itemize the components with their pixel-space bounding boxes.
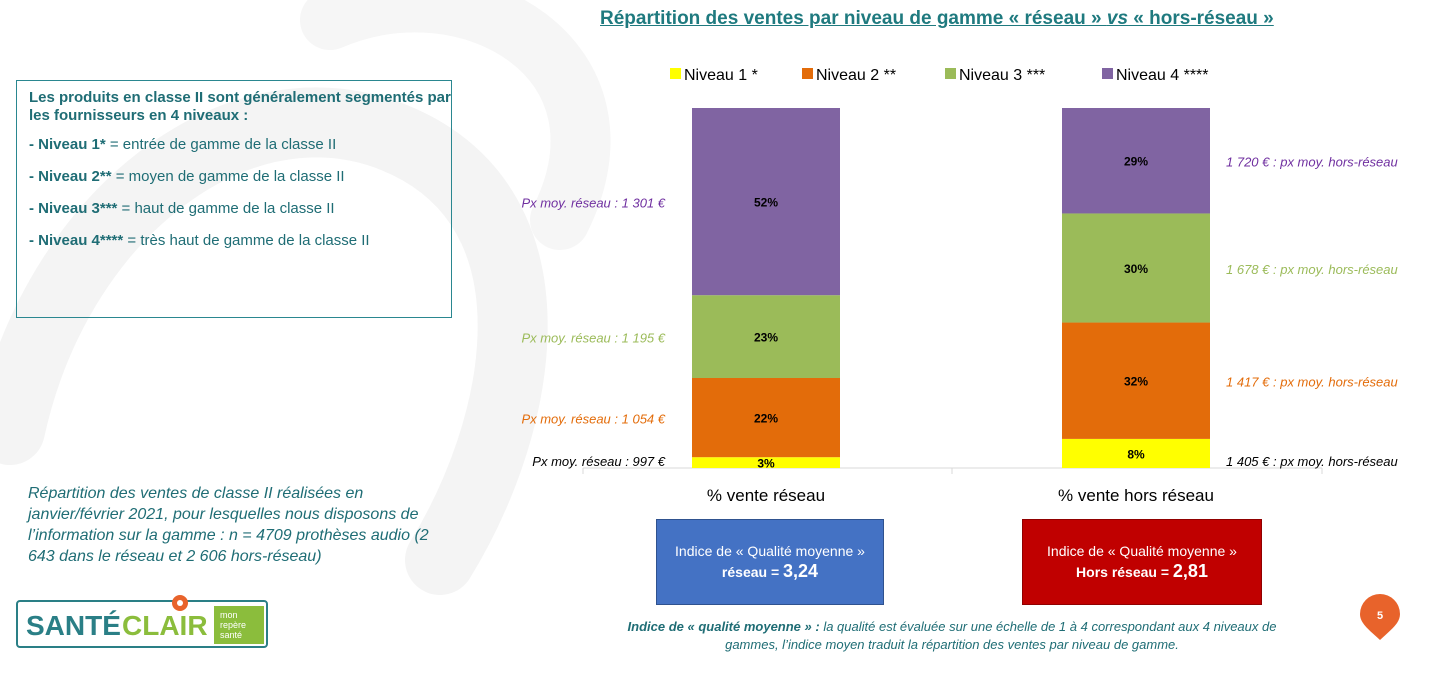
bar-segment-outside-niveau-2	[1062, 322, 1210, 439]
levels-info-box: Les produits en classe II sont généralem…	[16, 80, 452, 318]
price-annotation: 1 678 € : px moy. hors-réseau	[1226, 262, 1398, 277]
data-label: 23%	[754, 331, 778, 345]
info-item-term: - Niveau 1*	[29, 136, 106, 153]
quality-index-outside-label: Hors réseau =	[1076, 564, 1173, 580]
price-annotation: Px moy. réseau : 997 €	[532, 454, 665, 469]
definition-term: Indice de « qualité moyenne » :	[627, 619, 820, 634]
bar-segment-network-niveau-1	[692, 457, 840, 468]
data-label: 3%	[757, 457, 775, 471]
info-item-term: - Niveau 2**	[29, 168, 112, 185]
price-annotation: 1 405 € : px moy. hors-réseau	[1226, 454, 1398, 469]
data-label: 29%	[1124, 155, 1148, 169]
quality-index-outside-value: 2,81	[1172, 561, 1208, 581]
info-item-desc: = moyen de gamme de la classe II	[111, 168, 345, 185]
legend-swatch-niveau-1	[670, 68, 681, 79]
info-item-desc: = entrée de gamme de la classe II	[105, 136, 337, 153]
quality-index-outside-box: Indice de « Qualité moyenne » Hors résea…	[1022, 519, 1262, 605]
chart-title-part3: « hors-réseau »	[1128, 8, 1274, 29]
data-label: 52%	[754, 196, 778, 210]
info-item-level-3: - Niveau 3*** = haut de gamme de la clas…	[29, 199, 451, 219]
definition-text: la qualité est évaluée sur une échelle d…	[725, 619, 1277, 652]
bar-segment-outside-niveau-1	[1062, 438, 1210, 468]
bar-segment-outside-niveau-3	[1062, 213, 1210, 323]
price-annotation: Px moy. réseau : 1 195 €	[521, 331, 665, 346]
info-item-desc: = haut de gamme de la classe II	[117, 200, 335, 217]
logo-tag-line1: mon	[220, 610, 238, 620]
logo-text-sante: SANTÉ	[26, 610, 121, 641]
legend-label: Niveau 2 **	[816, 67, 896, 84]
page-number-badge: 5	[1360, 594, 1400, 640]
chart-title-vs: vs	[1106, 8, 1129, 29]
data-label: 30%	[1124, 262, 1148, 276]
info-item-level-2: - Niveau 2** = moyen de gamme de la clas…	[29, 167, 451, 187]
quality-index-network-box: Indice de « Qualité moyenne » réseau = 3…	[656, 519, 884, 605]
sample-footnote: Répartition des ventes de classe II réal…	[28, 485, 429, 565]
quality-index-network-label: réseau =	[721, 564, 784, 580]
legend-label: Niveau 3 ***	[959, 67, 1045, 84]
quality-index-value-line: réseau = 3,24	[657, 560, 883, 583]
bar-segment-network-niveau-3	[692, 295, 840, 378]
legend-label: Niveau 4 ****	[1116, 67, 1209, 84]
info-item-level-4: - Niveau 4**** = très haut de gamme de l…	[29, 231, 451, 251]
info-box-intro: Les produits en classe II sont généralem…	[29, 89, 451, 124]
quality-index-label: Indice de « Qualité moyenne »	[1047, 543, 1237, 559]
quality-index-network-value: 3,24	[783, 561, 819, 581]
data-label: 32%	[1124, 375, 1148, 389]
quality-index-value-line: Hors réseau = 2,81	[1023, 560, 1261, 583]
logo-tag-line2: repère	[220, 620, 246, 630]
x-tick-label: % vente hors réseau	[1058, 486, 1214, 505]
data-label: 8%	[1127, 447, 1145, 461]
santeclair-logo: SANTÉ CLAIR mon repère santé	[16, 595, 268, 648]
quality-index-definition: Indice de « qualité moyenne » : la quali…	[622, 618, 1282, 654]
price-annotation: 1 720 € : px moy. hors-réseau	[1226, 155, 1398, 170]
price-annotation: 1 417 € : px moy. hors-réseau	[1226, 375, 1398, 390]
data-label: 22%	[754, 412, 778, 426]
price-annotation: Px moy. réseau : 1 054 €	[521, 412, 665, 427]
logo-text-clair: CLAIR	[122, 610, 208, 641]
legend-swatch-niveau-3	[945, 68, 956, 79]
bar-segment-outside-niveau-4	[1062, 108, 1210, 214]
chart-title-part1: Répartition des ventes par niveau de gam…	[600, 8, 1107, 29]
bar-segment-network-niveau-4	[692, 108, 840, 296]
page-number: 5	[1377, 610, 1383, 622]
legend-swatch-niveau-4	[1102, 68, 1113, 79]
info-item-desc: = très haut de gamme de la classe II	[123, 232, 370, 249]
info-item-term: - Niveau 3***	[29, 200, 118, 217]
info-item-term: - Niveau 4****	[29, 232, 124, 249]
price-annotation: Px moy. réseau : 1 301 €	[521, 196, 665, 211]
info-item-level-1: - Niveau 1* = entrée de gamme de la clas…	[29, 135, 451, 155]
chart-title: Répartition des ventes par niveau de gam…	[600, 8, 1274, 30]
legend-swatch-niveau-2	[802, 68, 813, 79]
bar-segment-network-niveau-2	[692, 378, 840, 458]
logo-tag-line3: santé	[220, 630, 242, 640]
x-tick-label: % vente réseau	[707, 486, 825, 505]
quality-index-label: Indice de « Qualité moyenne »	[675, 543, 865, 559]
legend-label: Niveau 1 *	[684, 67, 758, 84]
